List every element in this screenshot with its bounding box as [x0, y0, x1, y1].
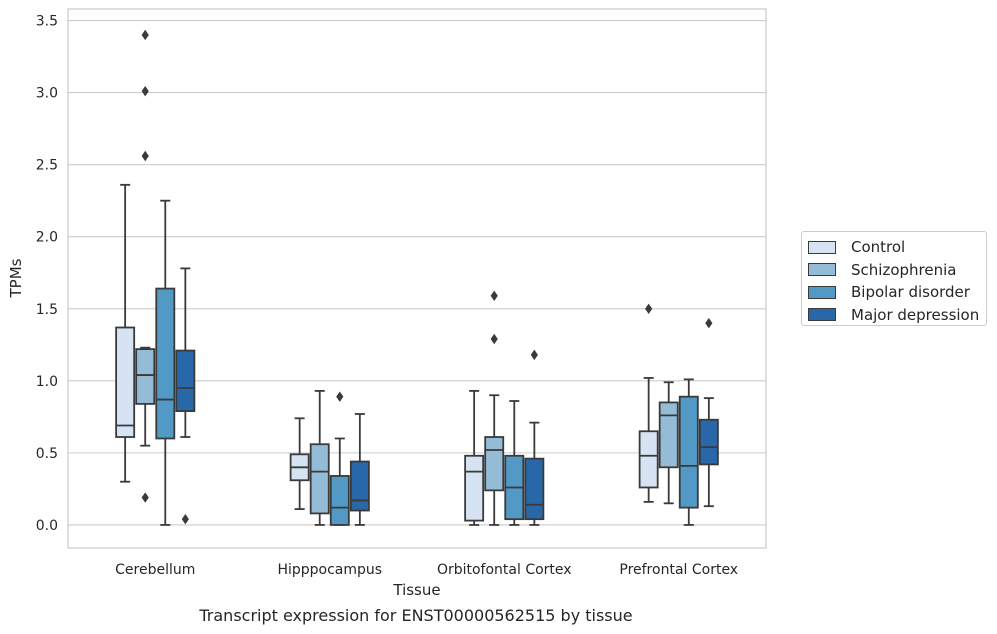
box-iqr: [658, 401, 679, 469]
outlier-point: [141, 492, 149, 503]
legend-item: Bipolar disorder: [808, 281, 986, 304]
x-tick-label: Hipppocampus: [277, 562, 382, 578]
outlier-point: [705, 317, 713, 329]
legend: Control Schizophrenia Bipolar disorder Majo…: [801, 231, 987, 326]
legend-swatch: [808, 308, 836, 322]
box-iqr: [155, 287, 176, 440]
box-iqr: [329, 475, 350, 526]
box-iqr: [638, 430, 659, 489]
outlier-point: [181, 513, 189, 525]
y-tick-label: 1.5: [36, 302, 58, 318]
box-1-1: [309, 390, 330, 526]
legend-label: Schizophrenia: [851, 260, 957, 279]
legend-swatch: [808, 263, 836, 277]
box-iqr: [115, 326, 136, 438]
outlier-point: [530, 349, 538, 361]
box-iqr: [309, 443, 330, 515]
outlier-point: [490, 333, 498, 345]
box-groups: [115, 29, 719, 526]
y-tick-label: 3.0: [36, 86, 58, 102]
outlier-point: [141, 150, 149, 162]
box-iqr: [135, 348, 156, 405]
outlier-point: [141, 29, 149, 41]
legend-label: Bipolar disorder: [851, 283, 970, 302]
x-tick-label: Cerebellum: [115, 562, 195, 578]
outlier-point: [490, 290, 498, 301]
y-tick-label: 0.0: [36, 518, 58, 534]
box-iqr: [484, 436, 505, 492]
x-tick-label: Orbitofontal Cortex: [437, 562, 572, 578]
box-1-0: [289, 417, 310, 510]
legend-label: Control: [851, 238, 906, 257]
box-2-0: [464, 390, 485, 526]
chart-subtitle: Transcript expression for ENST0000056251…: [199, 606, 633, 625]
box-2-2: [504, 400, 525, 526]
box-2-1: [484, 290, 505, 526]
x-tick-labels: Cerebellum Hipppocampus Orbitofontal Corte…: [115, 562, 738, 578]
box-iqr: [524, 457, 545, 521]
box-0-0: [115, 183, 136, 483]
box-iqr: [464, 454, 485, 522]
box-iqr: [698, 418, 719, 466]
box-3-3: [698, 317, 719, 508]
y-tick-label: 0.5: [36, 446, 58, 462]
box-0-1: [135, 29, 156, 503]
x-tick-label: Prefrontal Cortex: [619, 562, 738, 578]
y-tick-label: 3.5: [36, 14, 58, 30]
y-tick-label: 2.5: [36, 158, 58, 174]
box-iqr: [678, 395, 699, 509]
y-tick-label: 2.0: [36, 230, 58, 246]
plot-frame: [67, 8, 767, 549]
legend-swatch: [808, 240, 836, 254]
box-3-2: [678, 378, 699, 526]
box-0-3: [175, 267, 196, 525]
box-3-1: [658, 381, 679, 505]
box-iqr: [349, 460, 370, 512]
legend-item: Major depression: [808, 304, 986, 327]
legend-label: Major depression: [851, 305, 980, 324]
box-1-3: [349, 413, 370, 526]
box-0-2: [155, 199, 176, 526]
y-tick-labels: 0.0 0.5 1.0 1.5 2.0 2.5 3.0 3.5: [36, 14, 58, 534]
y-tick-label: 1.0: [36, 374, 58, 390]
legend-item: Control: [808, 236, 986, 259]
box-3-0: [638, 303, 659, 503]
x-axis-label: Tissue: [392, 581, 440, 599]
outlier-point: [645, 303, 653, 314]
legend-swatch: [808, 285, 836, 299]
box-iqr: [175, 349, 196, 412]
outlier-point: [141, 85, 149, 97]
legend-item: Schizophrenia: [808, 259, 986, 282]
box-1-2: [329, 391, 350, 526]
outlier-point: [336, 391, 344, 402]
box-2-3: [524, 349, 545, 526]
y-axis-label: TPMs: [7, 258, 25, 298]
